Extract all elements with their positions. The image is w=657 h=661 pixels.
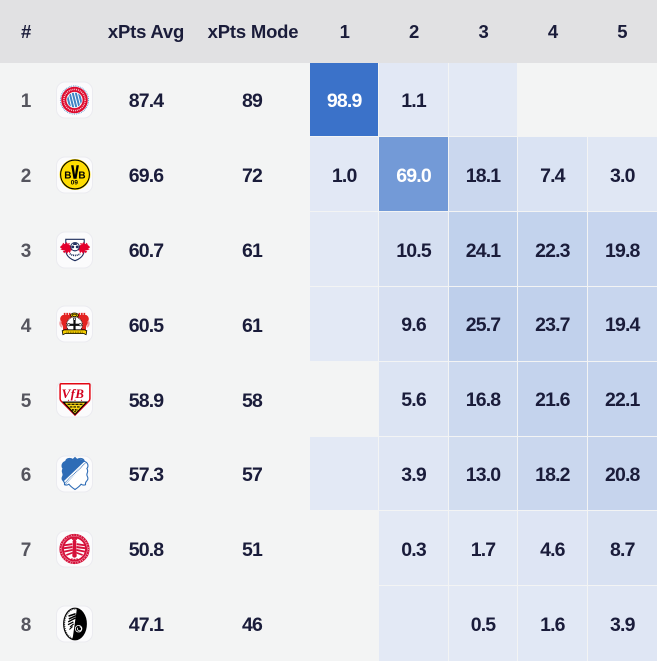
svg-text:B: B: [64, 171, 71, 182]
svg-text:B: B: [78, 171, 85, 182]
svg-text:VfB: VfB: [61, 386, 84, 401]
svg-text:09: 09: [70, 180, 78, 187]
